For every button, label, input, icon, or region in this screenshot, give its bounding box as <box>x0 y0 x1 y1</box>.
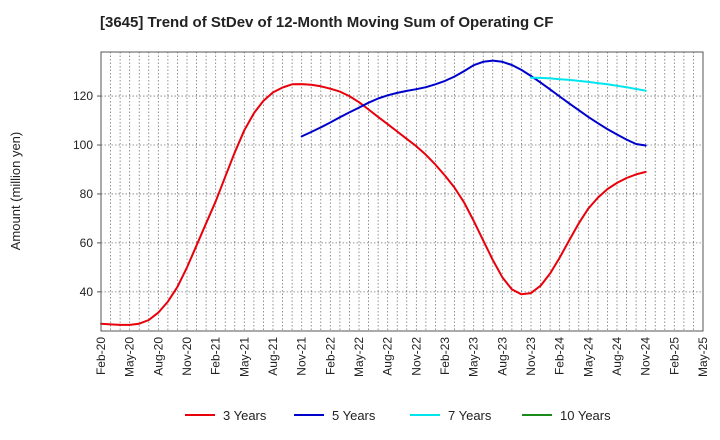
x-tick-label: Nov-21 <box>295 337 309 376</box>
y-tick-label: 60 <box>80 236 94 250</box>
plot-area <box>101 52 703 331</box>
legend-label: 5 Years <box>332 408 376 423</box>
legend-label: 7 Years <box>448 408 492 423</box>
series-line-3-years <box>100 83 647 326</box>
x-tick-label: Feb-21 <box>209 337 223 375</box>
x-tick-label: Feb-20 <box>94 337 108 375</box>
x-tick-label: Feb-24 <box>553 337 567 375</box>
plot-frame <box>100 51 704 332</box>
x-tick-label: Aug-24 <box>610 337 624 376</box>
x-tick-label: Feb-25 <box>667 337 681 375</box>
x-tick-label: May-25 <box>696 337 710 377</box>
y-tick-label: 80 <box>80 187 94 201</box>
x-tick-label: Feb-23 <box>438 337 452 375</box>
series-layer <box>100 59 647 326</box>
x-tick-label: May-24 <box>581 337 595 377</box>
x-tick-label: May-23 <box>467 337 481 377</box>
chart-title: [3645] Trend of StDev of 12-Month Moving… <box>100 14 554 31</box>
series-line-7-years <box>530 76 647 92</box>
x-tick-label: Nov-20 <box>180 337 194 376</box>
x-tick-label: Aug-20 <box>151 337 165 376</box>
x-tick-label: Feb-22 <box>323 337 337 375</box>
series-line-5-years <box>300 59 647 147</box>
x-tick-label: May-20 <box>123 337 137 377</box>
x-tick-label: Nov-22 <box>409 337 423 376</box>
y-tick-label: 100 <box>73 138 93 152</box>
y-axis-title: Amount (million yen) <box>8 132 23 251</box>
x-tick-label: Aug-21 <box>266 337 280 376</box>
y-tick-label: 40 <box>80 285 94 299</box>
legend: 3 Years 5 Years 7 Years 10 Years <box>185 408 611 423</box>
axis-layer: 40 60 80 100 120 Feb-20 May-20 Aug-20 Nov-20 Feb-… <box>73 89 710 377</box>
legend-label: 3 Years <box>223 408 267 423</box>
x-tick-label: Aug-23 <box>495 337 509 376</box>
x-tick-label: May-21 <box>237 337 251 377</box>
x-tick-label: Nov-24 <box>639 337 653 376</box>
x-tick-label: Nov-23 <box>524 337 538 376</box>
legend-label: 10 Years <box>560 408 611 423</box>
x-tick-label: May-22 <box>352 337 366 377</box>
x-tick-label: Aug-22 <box>381 337 395 376</box>
y-tick-label: 120 <box>73 89 93 103</box>
